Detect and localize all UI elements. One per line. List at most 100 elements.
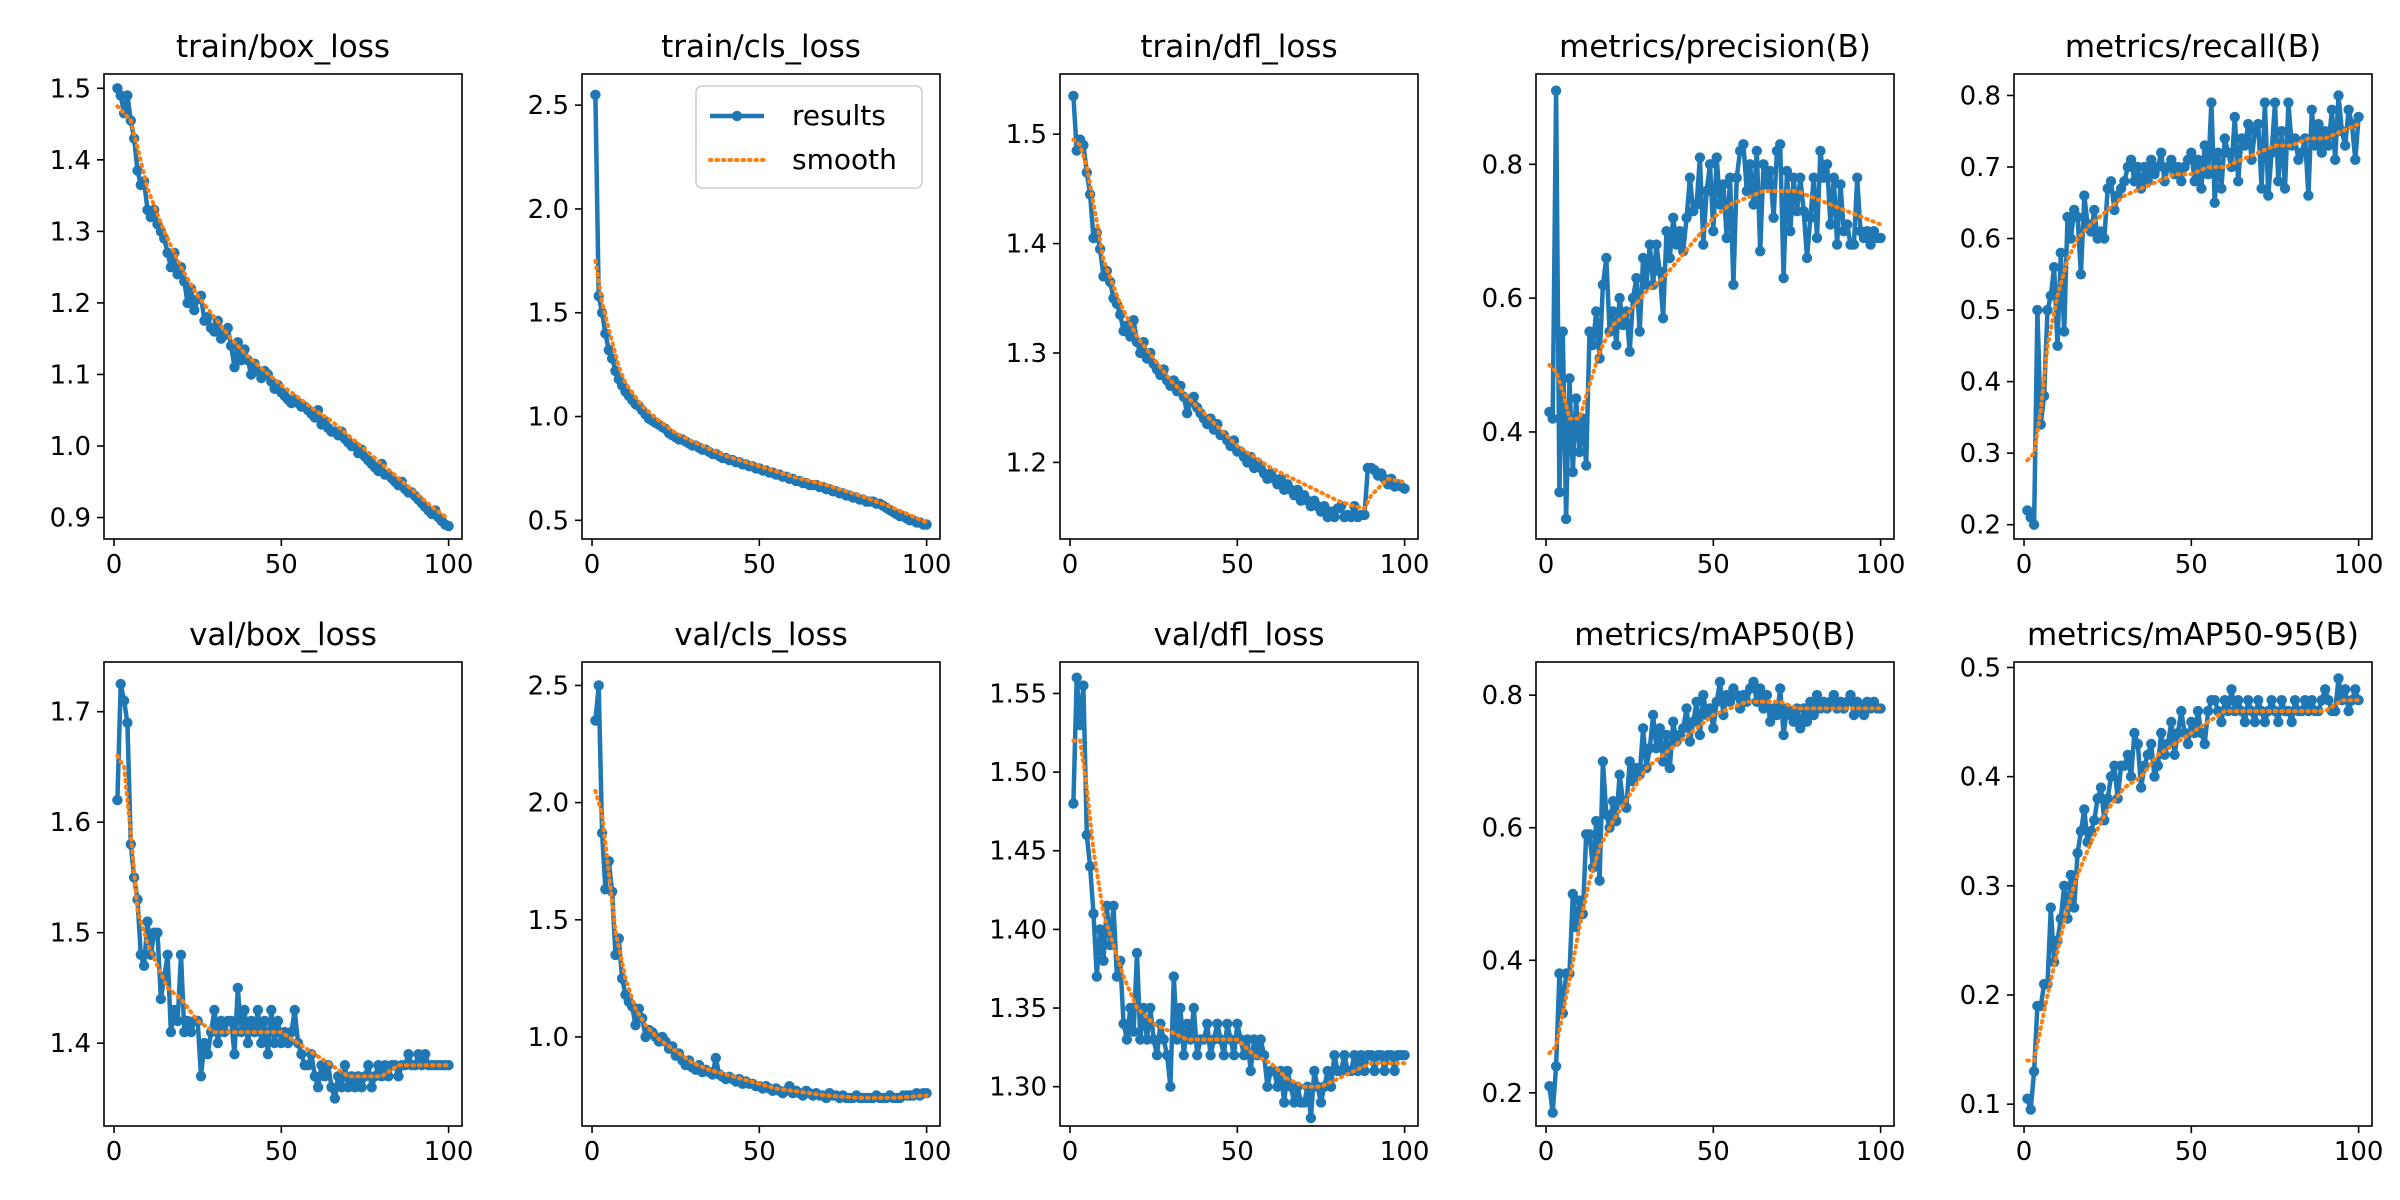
results-point (2239, 140, 2251, 151)
results-point (593, 680, 604, 691)
results-point (403, 1049, 414, 1060)
results-point (1778, 729, 1789, 741)
results-point (1798, 206, 1809, 217)
results-point (393, 1071, 404, 1082)
subplot-title: metrics/precision(B) (1559, 29, 1871, 65)
results-point (590, 89, 601, 101)
plot-area (1068, 672, 1410, 1124)
results-point (232, 982, 243, 994)
results-point (2069, 902, 2080, 913)
y-tick-label: 1.5 (1006, 120, 1047, 150)
results-point (2233, 695, 2244, 706)
results-point (162, 949, 173, 960)
results-point (2212, 705, 2224, 717)
results-point (1678, 723, 1689, 734)
y-tick-label: 1.3 (50, 217, 91, 247)
results-point (1088, 908, 1099, 919)
results-point (2189, 176, 2200, 187)
results-point (1842, 219, 1853, 230)
plot-area (1068, 90, 1410, 523)
results-point (1279, 1097, 1290, 1108)
results-point (1691, 696, 1702, 707)
legend-box (695, 85, 923, 189)
y-tick-label: 0.8 (1482, 681, 1523, 711)
y-tick-label: 0.4 (1482, 418, 1523, 448)
results-point (1557, 1008, 1569, 1019)
results-point (2330, 154, 2341, 165)
y-tick-label: 1.4 (50, 146, 91, 176)
smooth-line (593, 788, 929, 1100)
results-point (2149, 771, 2160, 782)
results-point (2303, 190, 2314, 201)
results-point (2125, 154, 2137, 165)
results-point (1684, 172, 1696, 183)
results-point (302, 1060, 314, 1071)
results-point (1698, 239, 1709, 250)
results-point (2028, 1066, 2040, 1077)
results-point (1399, 1050, 1410, 1061)
results-point (118, 695, 130, 706)
results-point (1694, 152, 1706, 163)
results-point (2152, 161, 2164, 173)
results-point (366, 1082, 377, 1093)
results-point (1591, 815, 1602, 827)
y-tick-label: 0.4 (1482, 946, 1523, 976)
results-point (1755, 683, 1766, 694)
x-tick-label: 100 (424, 550, 474, 580)
results-point (2202, 169, 2214, 180)
subplot-title: metrics/mAP50-95(B) (2027, 617, 2359, 653)
results-point (1785, 226, 1796, 237)
smooth-line (1071, 738, 1407, 1089)
results-point (2296, 147, 2307, 158)
results-point (2146, 738, 2157, 750)
results-point (2323, 140, 2334, 151)
x-tick-label: 0 (2016, 1137, 2033, 1167)
y-tick-label: 2.5 (528, 91, 569, 121)
results-point (202, 312, 213, 323)
results-point (1798, 703, 1809, 714)
results-point (1671, 239, 1682, 250)
results-point (1151, 1050, 1163, 1061)
results-point (1078, 680, 1089, 691)
results-point (1714, 676, 1726, 688)
results-point (1557, 326, 1569, 337)
results-line (2025, 676, 2361, 1112)
y-tick-label: 0.8 (1482, 150, 1523, 180)
results-point (175, 949, 187, 960)
smooth-line (1547, 189, 1883, 421)
x-tick-label: 0 (584, 550, 601, 580)
results-point (339, 1060, 351, 1071)
x-tick-label: 0 (106, 1137, 123, 1167)
results-point (1825, 219, 1836, 230)
x-tick-label: 50 (265, 550, 298, 580)
results-point (195, 1071, 207, 1082)
results-point (2169, 749, 2180, 760)
results-point (1111, 971, 1123, 982)
results-point (1574, 446, 1585, 458)
results-point (1322, 1065, 1333, 1077)
y-tick-label: 1.2 (1006, 448, 1047, 478)
results-point (2156, 147, 2167, 158)
results-point (2059, 880, 2070, 891)
results-point (142, 916, 153, 927)
results-point (2132, 738, 2143, 750)
results-point (2350, 684, 2361, 695)
results-point (1168, 971, 1180, 982)
results-point (1175, 1002, 1186, 1014)
results-point (172, 1015, 183, 1027)
x-tick-label: 50 (743, 550, 776, 580)
results-point (2350, 154, 2361, 165)
results-point (1661, 729, 1672, 741)
results-point (1299, 1097, 1310, 1108)
results-point (1121, 1034, 1133, 1045)
results-point (212, 1037, 223, 1049)
plot-area (2022, 90, 2364, 530)
results-point (2273, 716, 2284, 728)
results-point (165, 1026, 177, 1038)
results-point (1795, 172, 1806, 183)
results-point (1379, 1065, 1390, 1077)
results-point (1567, 466, 1579, 478)
results-point (1238, 1050, 1250, 1061)
results-point (209, 326, 220, 337)
results-point (312, 1082, 324, 1093)
